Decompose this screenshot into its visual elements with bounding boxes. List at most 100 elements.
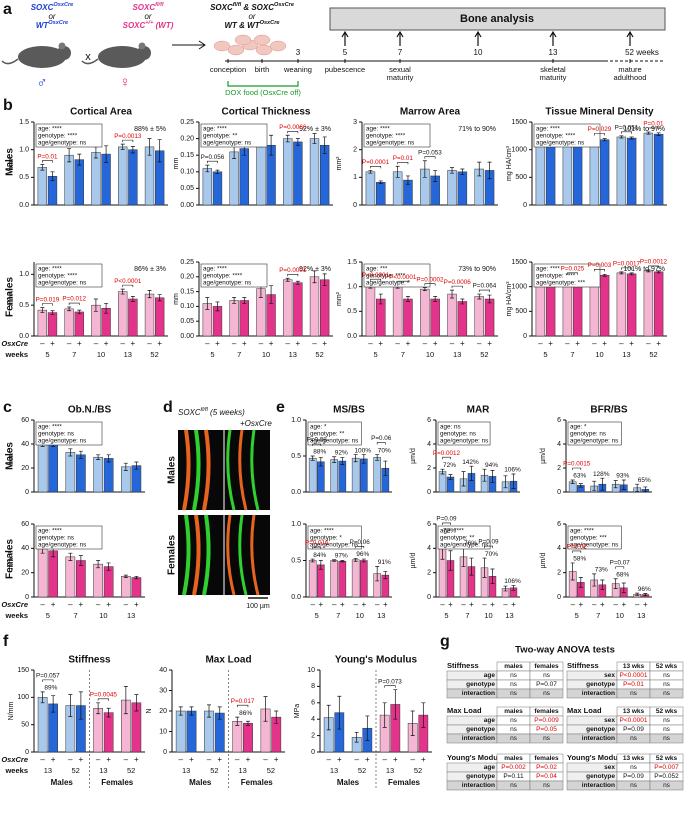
bar: [360, 458, 368, 493]
stats-box: [307, 421, 362, 446]
y-tick-label: 10: [307, 667, 315, 674]
table-text: ns: [543, 690, 551, 697]
error-bar: [422, 160, 427, 178]
y-tick-label: 0.5: [291, 453, 301, 460]
p-bracket: [424, 156, 436, 159]
bar: [93, 563, 103, 598]
genotype-tick-label: –: [592, 339, 597, 348]
bar: [360, 560, 368, 598]
stage-label: pubescence: [325, 65, 365, 74]
genotype-tick-label: +: [157, 339, 162, 348]
label-stripe: [192, 429, 201, 511]
pup: [253, 34, 271, 46]
stats-box: [35, 421, 103, 446]
stats-box: [437, 525, 491, 550]
y-tick-label: 0.5: [19, 174, 29, 181]
genotype-tick-label: +: [433, 339, 438, 348]
table-text: ns: [630, 782, 638, 789]
error-bar: [310, 455, 315, 461]
x-tick-label: 13: [44, 766, 52, 775]
bar: [653, 133, 664, 206]
genotype-tick-label: –: [613, 600, 618, 609]
y-tick-label: 0.20: [180, 274, 194, 281]
bar: [48, 438, 58, 493]
table-text: ns: [510, 672, 518, 679]
stats-text: genotype: ns: [38, 431, 74, 438]
stats-text: genotype: *: [310, 535, 342, 542]
x-tick-label: 10: [262, 350, 270, 359]
p-value: P=0.06: [371, 435, 392, 442]
y-tick-label: 2: [427, 570, 431, 577]
bar: [457, 301, 468, 337]
error-bar: [178, 706, 183, 716]
stats-text: age: *: [570, 424, 587, 431]
stats-text: genotype: ****: [536, 133, 576, 140]
error-bar: [578, 483, 583, 488]
genotype-tick-label: +: [575, 339, 580, 348]
x-tick-label: 13: [289, 350, 297, 359]
error-bar: [450, 167, 455, 174]
stage-label: maturity: [540, 73, 567, 82]
text-segment: or: [48, 12, 55, 21]
genotype-tick-label: –: [382, 755, 387, 764]
stats-text: genotype: ****: [38, 273, 78, 280]
stats-text: genotype: ns: [570, 431, 606, 438]
bar: [283, 279, 293, 337]
error-bar: [353, 454, 358, 463]
bar: [351, 559, 360, 598]
error-bar: [96, 454, 101, 460]
error-bar: [318, 457, 323, 467]
y-tick-label: 1500: [511, 119, 527, 126]
error-bar: [157, 294, 162, 302]
p-bracket: [397, 161, 409, 165]
group-label: Females: [388, 778, 421, 787]
genotype-tick-label: +: [322, 339, 327, 348]
mouse-tail: [81, 58, 99, 65]
genotype-label: WTOsxCre: [36, 20, 68, 30]
y-axis-label: mm: [173, 293, 180, 305]
bar: [202, 168, 212, 206]
error-bar: [460, 168, 465, 175]
error-bar: [646, 269, 651, 273]
mouse-head: [137, 46, 151, 60]
stats-box: [35, 525, 103, 550]
error-bar: [600, 477, 605, 491]
bar: [365, 285, 376, 337]
percent-note: 88%: [313, 449, 326, 456]
y-tick-label: 0: [557, 489, 561, 496]
p-value: P=0.0015: [563, 461, 591, 468]
y-tick-label: 0.15: [180, 288, 194, 295]
y-tick-label: 0.5: [19, 302, 29, 309]
y-tick-label: 4: [557, 441, 561, 448]
genotype-tick-label: –: [375, 600, 380, 609]
stats-text: age/genotype: ns: [366, 140, 414, 147]
error-bar: [147, 138, 152, 156]
bar: [616, 136, 627, 206]
table-name: Young's Modulus: [447, 753, 509, 762]
percent-note: 63%: [573, 473, 586, 480]
text-segment: SOXC: [31, 3, 54, 12]
error-bar: [205, 297, 210, 310]
genotype-label: SOXCOsxCre: [31, 2, 74, 12]
error-bar: [570, 479, 575, 484]
error-bar: [332, 559, 337, 562]
genotype-tick-label: +: [393, 755, 398, 764]
bar: [474, 296, 484, 337]
x-row-label: OsxCre: [1, 600, 28, 609]
p-value: P<0.0001: [362, 272, 390, 279]
stats-text: age: ***: [366, 266, 388, 273]
table-text: P=0.04: [536, 773, 557, 780]
stats-text: age/genotype: ns: [310, 438, 358, 445]
x-tick-label: 5: [543, 350, 547, 359]
p-bracket: [478, 289, 490, 293]
error-bar: [120, 143, 125, 151]
genotype-tick-label: –: [96, 600, 101, 609]
error-bar: [511, 585, 516, 591]
bar: [103, 712, 114, 753]
error-bar: [332, 456, 337, 463]
genotype-tick-label: +: [217, 755, 222, 764]
x-tick-label: 13: [622, 350, 630, 359]
x-tick-label: 52: [210, 766, 218, 775]
genotype-tick-label: +: [79, 755, 84, 764]
bar: [293, 282, 303, 337]
